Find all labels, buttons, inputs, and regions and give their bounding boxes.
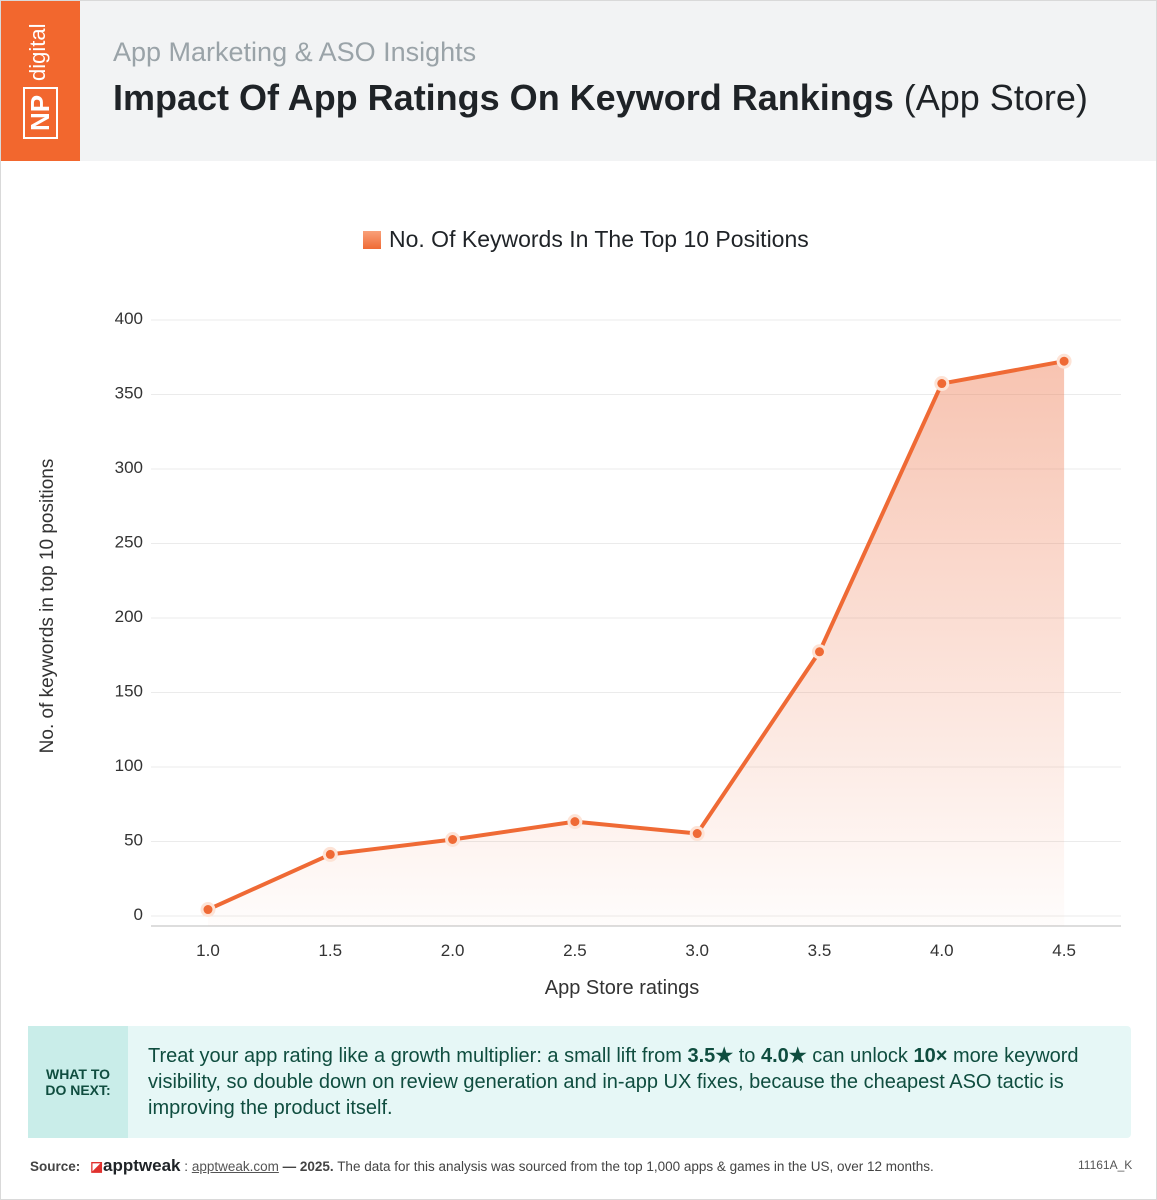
x-tick-label: 2.5: [563, 941, 587, 960]
title-suffix: (App Store): [903, 77, 1088, 118]
y-tick-label: 300: [115, 458, 143, 477]
point: [567, 814, 583, 830]
y-tick-label: 100: [115, 756, 143, 775]
title-main: Impact Of App Ratings On Keyword Ranking…: [113, 77, 894, 118]
separator: :: [184, 1159, 189, 1174]
y-tick-label: 50: [124, 831, 143, 850]
code: 11161A_K: [1078, 1158, 1133, 1172]
subtitle: App Marketing & ASO Insights: [113, 37, 477, 67]
callout-text: more keyword visibility, so double down …: [148, 1045, 1079, 1119]
logo-np: NP: [23, 86, 58, 139]
x-tick-label: 3.5: [808, 941, 832, 960]
logo-digital: digital: [25, 23, 50, 81]
point: [934, 376, 950, 392]
point: [812, 644, 827, 660]
chart: No. Of Keywords In The Top 10 Positions 0…: [37, 226, 1121, 999]
callout-text: can unlock: [806, 1045, 914, 1067]
y-tick-label: 150: [115, 682, 143, 701]
x-tick-label: 4.0: [930, 941, 954, 960]
x-tick-label: 2.0: [441, 941, 465, 960]
year: — 2025.: [282, 1159, 334, 1174]
callout-bold: 3.5★: [687, 1045, 734, 1067]
y-tick-label: 400: [115, 309, 143, 328]
legend-label: No. Of Keywords In The Top 10 Positions: [389, 226, 809, 252]
brand-icon: ◪: [90, 1159, 104, 1174]
callout-text: Treat your app rating like a growth mult…: [148, 1045, 688, 1067]
x-axis-label: App Store ratings: [545, 977, 700, 999]
y-tick-label: 200: [115, 607, 143, 626]
callout-bold: 4.0★: [760, 1045, 807, 1067]
point: [1056, 353, 1072, 369]
x-tick-label: 3.0: [685, 941, 709, 960]
callout-text: to: [733, 1045, 761, 1067]
source-label: Source:: [30, 1159, 81, 1174]
brand: apptweak: [103, 1156, 181, 1175]
callout-body: Treat your app rating like a growth mult…: [148, 1043, 1118, 1121]
callout-label-text: WHAT TO DO NEXT:: [45, 1066, 111, 1098]
y-tick-label: 250: [115, 533, 143, 552]
y-axis-label: No. of keywords in top 10 positions: [37, 459, 58, 754]
source-link[interactable]: apptweak.com: [191, 1159, 279, 1174]
line: [207, 359, 1065, 912]
area: [208, 361, 1065, 926]
callout-bold: 10×: [913, 1045, 948, 1067]
callout: WHAT TO DO NEXT: Treat your app rating l…: [28, 1026, 1131, 1138]
x-tick-label: 1.0: [196, 941, 220, 960]
y-tick-label: 0: [134, 905, 143, 924]
point: [322, 846, 338, 862]
title: Impact Of App Ratings On Keyword Ranking…: [113, 77, 1088, 119]
legend-swatch: [363, 231, 381, 249]
point: [445, 832, 461, 847]
note: The data for this analysis was sourced f…: [337, 1159, 934, 1174]
point: [689, 826, 705, 842]
footer: Source: ◪apptweak : apptweak.com — 2025. …: [30, 1156, 934, 1176]
callout-label: WHAT TO DO NEXT:: [28, 1026, 128, 1138]
header: NP digital App Marketing & ASO Insights …: [1, 1, 1156, 161]
point: [200, 902, 216, 918]
x-tick-label: 4.5: [1052, 941, 1076, 960]
x-tick-label: 1.5: [318, 941, 342, 960]
logo: NP digital: [1, 1, 80, 161]
y-tick-label: 350: [115, 384, 143, 403]
